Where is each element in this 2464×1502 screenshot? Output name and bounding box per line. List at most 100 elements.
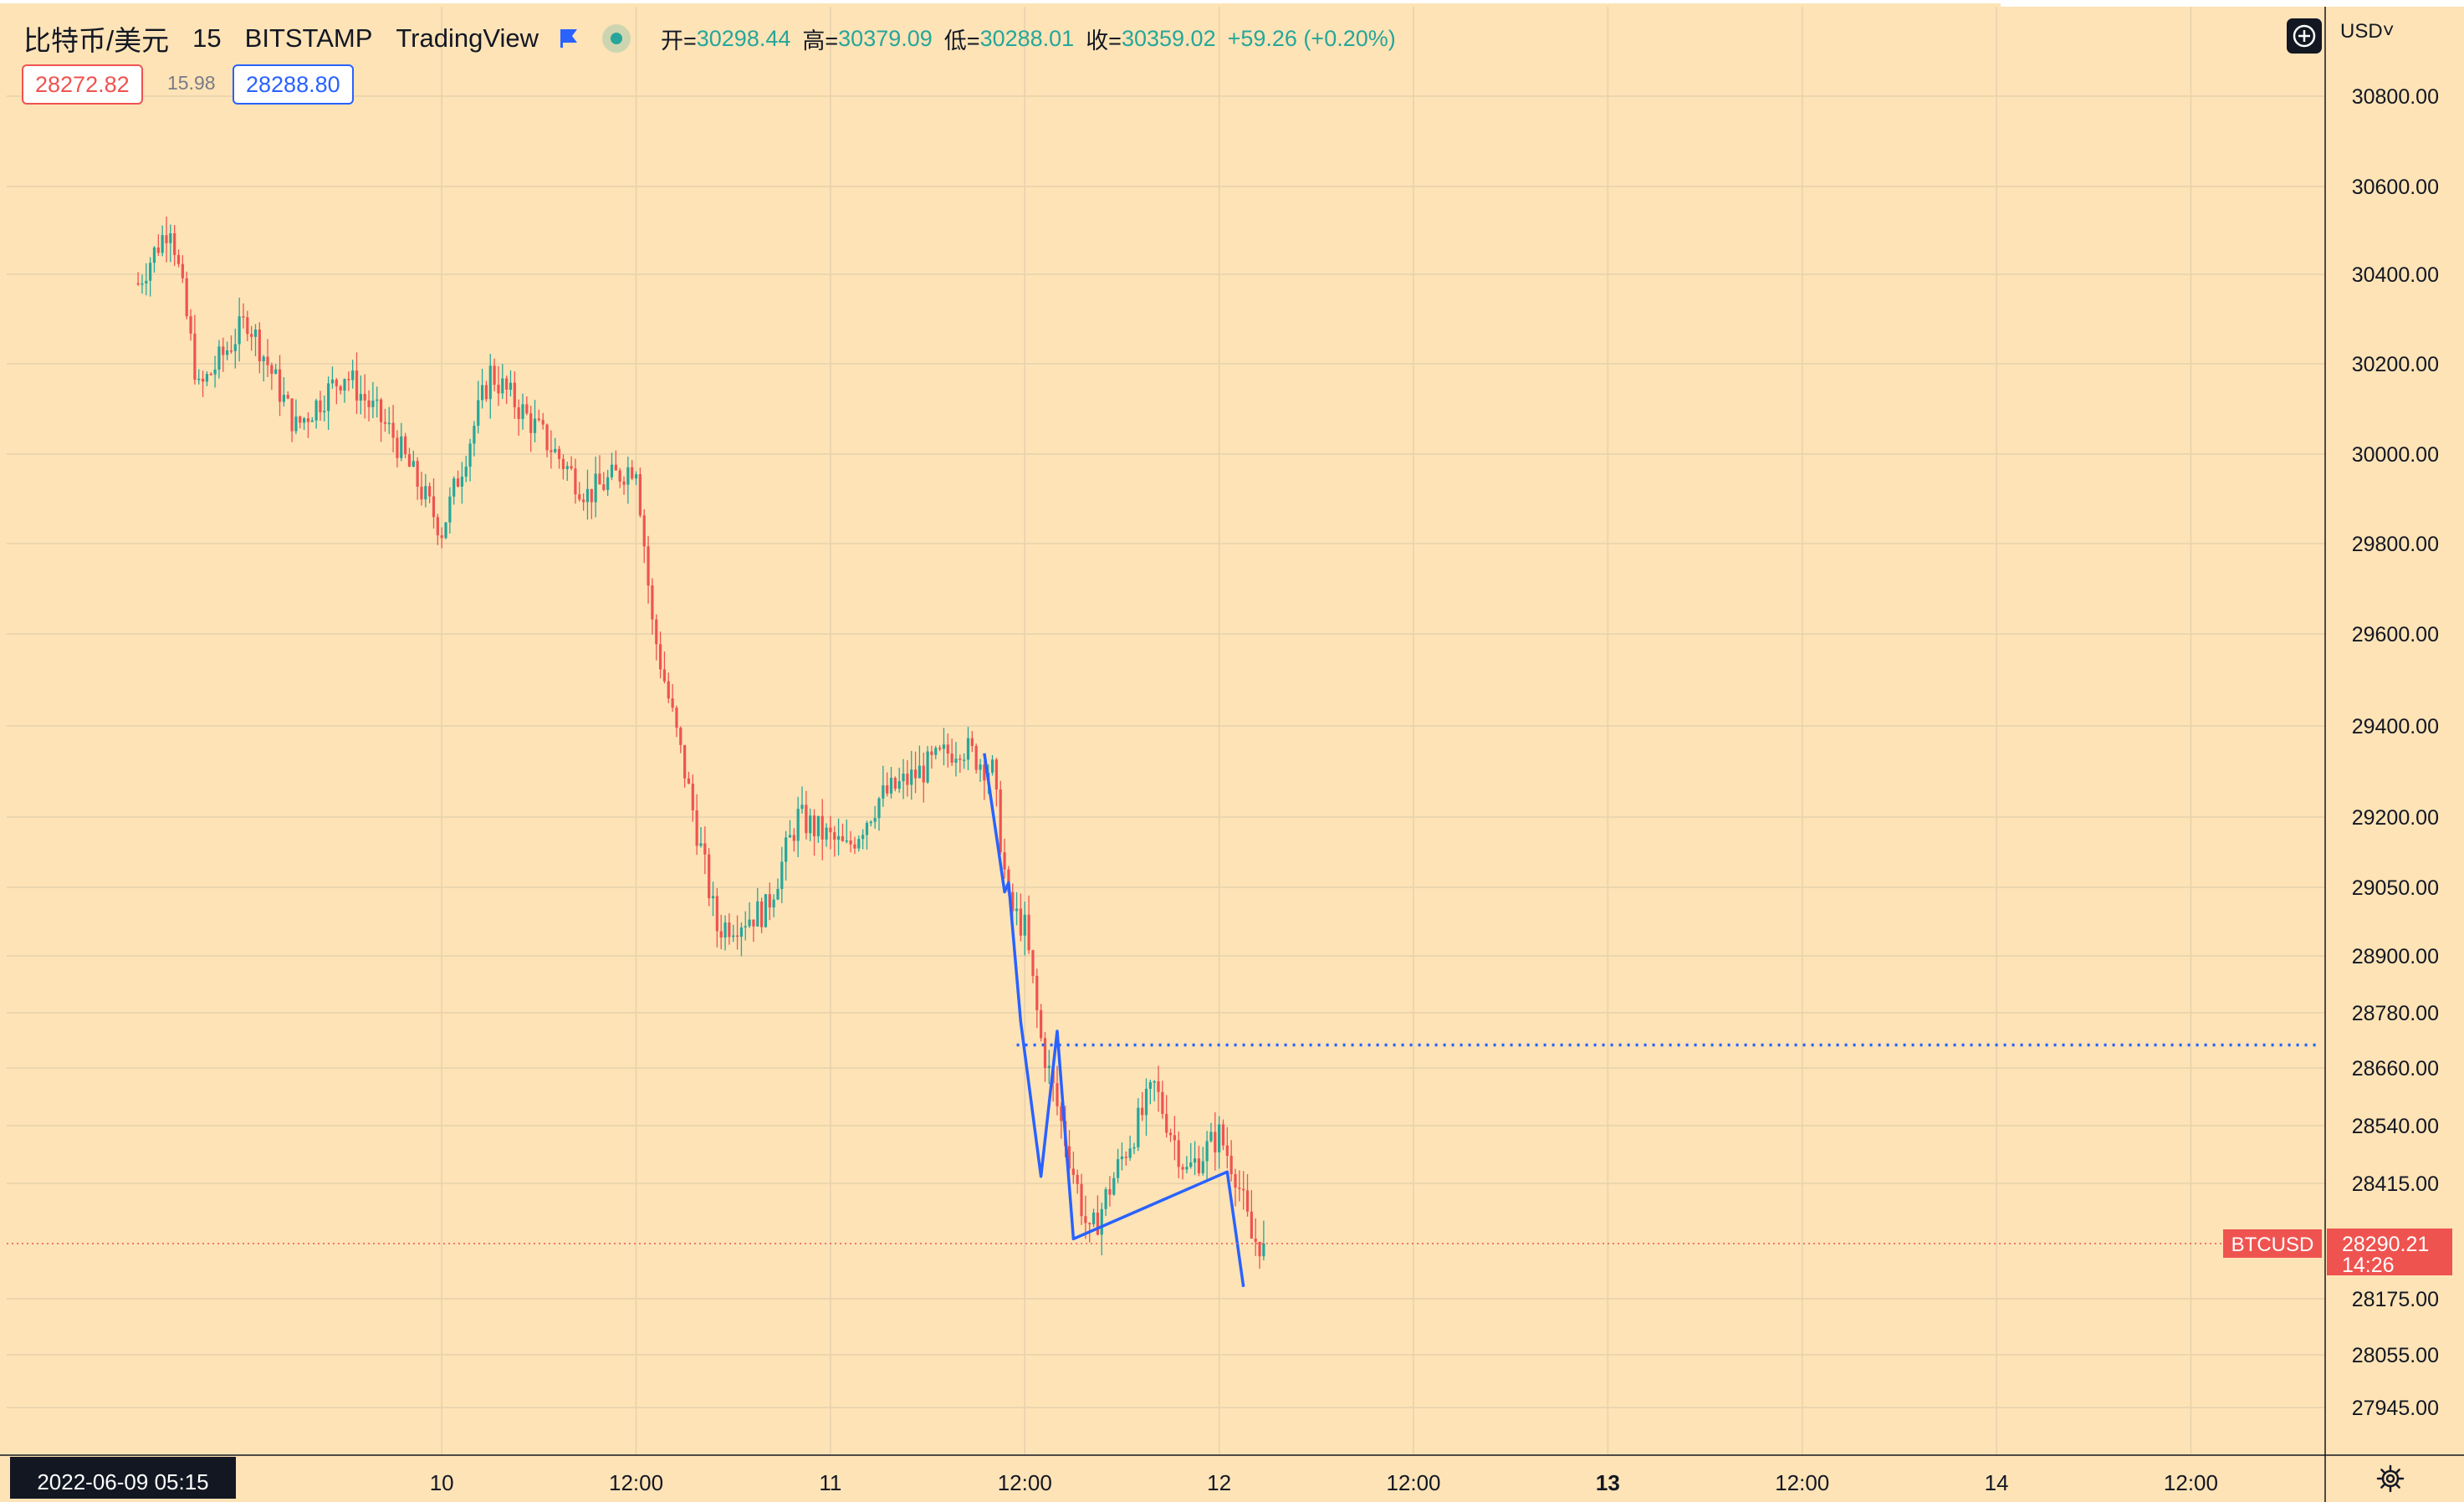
- candle: [400, 422, 403, 462]
- time-tick-label: 14: [1985, 1470, 2009, 1495]
- candle: [954, 742, 958, 777]
- candle-body: [473, 426, 476, 444]
- plus-circle-icon[interactable]: [2287, 18, 2322, 54]
- candle: [578, 482, 581, 502]
- candle-body: [642, 515, 646, 547]
- candle: [882, 765, 885, 807]
- symbol-name[interactable]: 比特币/美元: [23, 25, 170, 56]
- candle: [197, 369, 201, 385]
- candle-body: [274, 369, 278, 374]
- candle: [1047, 1050, 1051, 1085]
- candle: [1071, 1151, 1075, 1184]
- candle-body: [865, 822, 869, 835]
- candle: [440, 527, 443, 549]
- candle-body: [460, 476, 463, 487]
- candle-body: [1091, 1212, 1096, 1224]
- candle-body: [1096, 1212, 1100, 1235]
- candle-body: [1019, 908, 1023, 936]
- candle: [930, 745, 933, 769]
- candle-body: [1168, 1132, 1173, 1136]
- candle-body: [371, 401, 375, 407]
- candle-body: [877, 798, 881, 819]
- sell-price-button[interactable]: 28272.82: [22, 64, 143, 105]
- candle-body: [918, 765, 922, 779]
- candle: [918, 745, 922, 779]
- candle: [391, 405, 395, 453]
- currency-selector[interactable]: USD˅: [2340, 20, 2395, 43]
- candle-body: [550, 450, 553, 452]
- candle-body: [1234, 1174, 1237, 1188]
- candle-body: [959, 759, 962, 760]
- candle-body: [889, 778, 893, 794]
- candle-body: [330, 379, 335, 384]
- candle-body: [857, 839, 861, 849]
- candle-body: [950, 754, 953, 764]
- candle-body: [1242, 1188, 1245, 1191]
- candle-body: [387, 422, 391, 425]
- candle: [772, 894, 775, 917]
- price-tick-label: 28540.00: [2352, 1115, 2439, 1138]
- candle: [926, 746, 929, 784]
- candle-body: [974, 746, 978, 770]
- buy-price-button[interactable]: 28288.80: [233, 64, 354, 105]
- candle: [861, 829, 865, 850]
- candle: [1128, 1135, 1132, 1162]
- candle: [545, 423, 549, 457]
- candle-body: [557, 448, 561, 459]
- candle-body: [582, 499, 585, 503]
- gear-icon[interactable]: [2374, 1462, 2407, 1495]
- candle: [189, 309, 192, 341]
- candle-body: [541, 420, 544, 425]
- candle-body: [217, 346, 221, 370]
- time-tick-label: 12:00: [609, 1470, 663, 1495]
- candle-body: [319, 400, 322, 412]
- candle: [181, 255, 184, 284]
- candle: [691, 774, 694, 822]
- candle-body: [772, 899, 775, 908]
- candle-body: [189, 316, 192, 334]
- candle-body: [1084, 1216, 1087, 1224]
- candle: [444, 522, 447, 539]
- candle-body: [695, 810, 698, 846]
- candle: [1225, 1126, 1229, 1169]
- candle: [1104, 1187, 1107, 1217]
- candle-body: [1157, 1081, 1160, 1092]
- candle: [323, 396, 326, 421]
- candle-body: [934, 748, 938, 755]
- price-tick-label: 30800.00: [2352, 85, 2439, 109]
- candle: [574, 458, 577, 504]
- candle-body: [149, 263, 152, 281]
- candle-body: [509, 382, 513, 390]
- candle-body: [897, 781, 901, 789]
- candle: [432, 478, 436, 529]
- candle-body: [606, 477, 610, 490]
- candle: [169, 224, 172, 263]
- candle-body: [744, 926, 747, 927]
- candle: [436, 513, 439, 545]
- candle: [1040, 1004, 1043, 1042]
- candle-body: [788, 835, 792, 838]
- candle-body: [723, 922, 727, 938]
- candle: [699, 827, 703, 848]
- candle: [424, 473, 427, 508]
- time-tick-label: 12:00: [998, 1470, 1052, 1495]
- price-tick-label: 28780.00: [2352, 1002, 2439, 1025]
- last-price-tag-box: [2327, 1229, 2452, 1275]
- candle: [1234, 1168, 1237, 1207]
- candle-body: [347, 379, 350, 381]
- market-status-icon[interactable]: [601, 24, 631, 53]
- candle-body: [1011, 891, 1015, 912]
- candle: [873, 805, 877, 829]
- candle: [913, 751, 918, 794]
- interval-label[interactable]: 15: [192, 23, 222, 53]
- candle: [1141, 1091, 1144, 1121]
- candle-body: [760, 901, 764, 927]
- candle-body: [282, 395, 285, 402]
- candle-body: [554, 448, 557, 452]
- flag-icon[interactable]: [560, 28, 579, 49]
- candle: [387, 406, 391, 434]
- candle: [480, 368, 484, 409]
- candle: [529, 406, 533, 452]
- candle-body: [1250, 1211, 1253, 1239]
